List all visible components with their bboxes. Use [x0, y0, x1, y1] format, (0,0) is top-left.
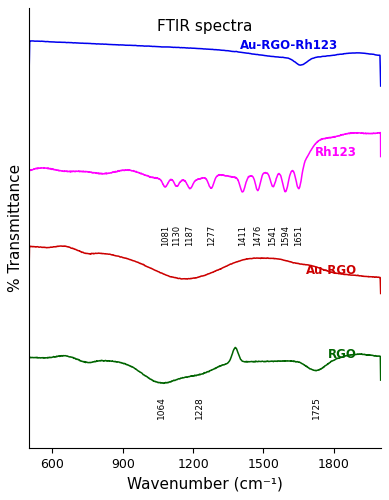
Text: 1476: 1476 — [253, 225, 262, 246]
Text: Au-RGO: Au-RGO — [306, 264, 357, 277]
Text: FTIR spectra: FTIR spectra — [157, 20, 252, 34]
Text: RGO: RGO — [328, 348, 357, 360]
Text: 1541: 1541 — [268, 225, 277, 246]
Text: 1228: 1228 — [195, 396, 204, 419]
Text: 1130: 1130 — [172, 225, 181, 246]
X-axis label: Wavenumber (cm⁻¹): Wavenumber (cm⁻¹) — [127, 476, 283, 492]
Text: 1081: 1081 — [161, 225, 170, 246]
Y-axis label: % Transmittance: % Transmittance — [8, 164, 23, 292]
Text: Rh123: Rh123 — [315, 146, 357, 160]
Text: 1725: 1725 — [312, 396, 321, 419]
Text: Au-RGO-Rh123: Au-RGO-Rh123 — [240, 38, 338, 52]
Text: 1651: 1651 — [294, 225, 303, 246]
Text: 1594: 1594 — [281, 225, 290, 246]
Text: 1411: 1411 — [238, 225, 247, 246]
Text: 1187: 1187 — [186, 225, 194, 246]
Text: 1277: 1277 — [207, 225, 216, 246]
Text: 1064: 1064 — [157, 396, 166, 419]
